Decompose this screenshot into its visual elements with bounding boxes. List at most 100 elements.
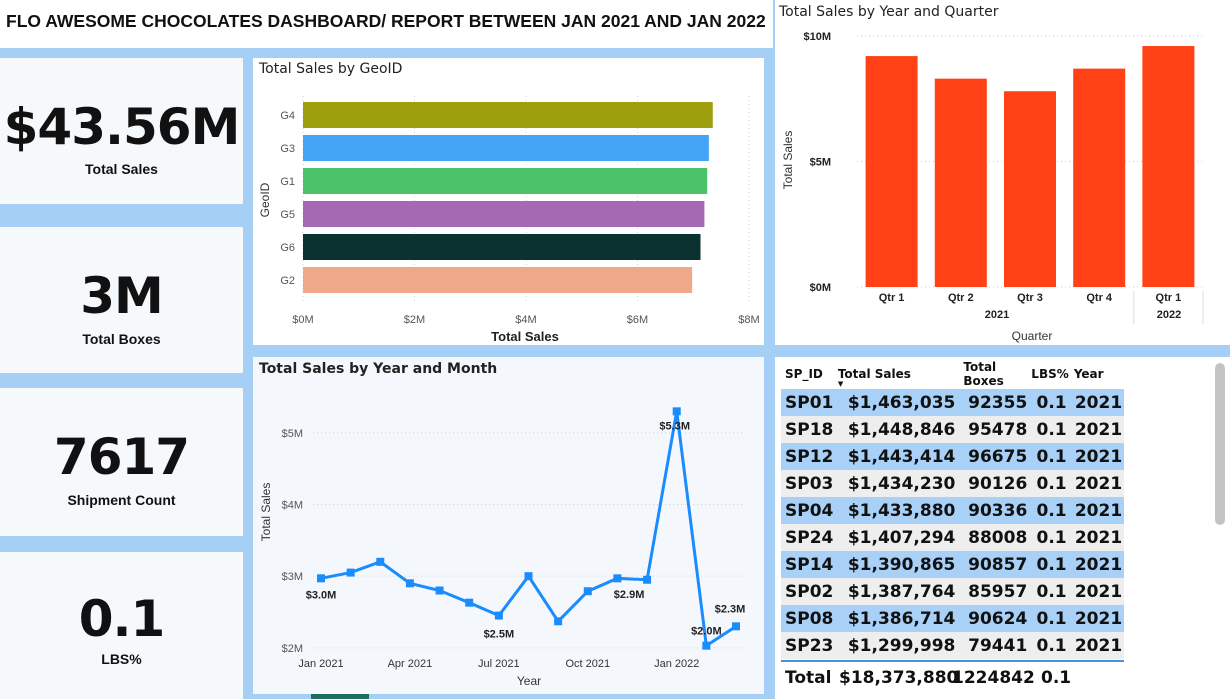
cell-total-boxes: 96675: [955, 443, 1032, 470]
table-row[interactable]: SP08 $1,386,714 90624 0.1 2021: [781, 605, 1124, 632]
quarter-y-tick: $10M: [803, 31, 831, 43]
table-row[interactable]: SP04 $1,433,880 90336 0.1 2021: [781, 497, 1124, 524]
quarter-y-tick: $0M: [810, 282, 831, 294]
cell-sp-id: SP03: [781, 470, 836, 497]
month-chart-panel[interactable]: Total Sales by Year and Month Total Sale…: [253, 357, 764, 694]
month-data-label: $2.5M: [484, 629, 515, 641]
geo-x-tick: $8M: [738, 314, 759, 326]
total-label: Total: [785, 668, 832, 688]
month-data-label: $2.3M: [715, 603, 746, 615]
month-data-point: [672, 407, 681, 416]
table-row[interactable]: SP14 $1,390,865 90857 0.1 2021: [781, 551, 1124, 578]
table-scrollbar[interactable]: [1215, 363, 1225, 525]
geo-category-label: G1: [280, 176, 295, 188]
column-header-year[interactable]: Year: [1073, 367, 1104, 381]
month-data-point: [613, 574, 622, 583]
geo-x-tick: $6M: [627, 314, 648, 326]
cell-total-boxes: 90126: [955, 470, 1032, 497]
table-row[interactable]: SP18 $1,448,846 95478 0.1 2021: [781, 416, 1124, 443]
quarter-category-label: Qtr 3: [1017, 292, 1043, 304]
geo-bar: [303, 102, 713, 128]
cell-total-sales: $1,443,414: [835, 443, 956, 470]
month-data-label: $2.9M: [614, 589, 645, 601]
geo-chart-panel[interactable]: Total Sales by GeoID GeoID Total Sales $…: [253, 58, 764, 345]
table-row[interactable]: SP23 $1,299,998 79441 0.1 2021: [781, 632, 1124, 659]
cell-lbs-percent: 0.1: [1031, 443, 1072, 470]
kpi-value-lbs-percent: 0.1: [78, 590, 166, 648]
month-data-point: [435, 586, 444, 595]
total-boxes-sum: 1224842: [952, 668, 1035, 688]
geo-y-axis-label: GeoID: [258, 182, 272, 217]
month-data-point: [405, 579, 414, 588]
month-data-point: [524, 572, 533, 581]
cell-total-sales: $1,434,230: [835, 470, 956, 497]
sp-table: SP_ID Total Sales ▼ Total Boxes LBS% Year…: [781, 359, 1124, 659]
month-data-point: [643, 575, 652, 584]
quarter-category-label: Qtr 1: [879, 292, 905, 304]
geo-x-tick: $4M: [515, 314, 536, 326]
month-data-point: [702, 641, 711, 650]
cell-sp-id: SP08: [781, 605, 836, 632]
column-header-total-boxes[interactable]: Total Boxes: [963, 360, 1004, 388]
geo-category-label: G5: [280, 209, 295, 221]
quarter-year-2022: 2022: [1157, 309, 1181, 321]
table-row[interactable]: SP01 $1,463,035 92355 0.1 2021: [781, 389, 1124, 416]
cell-total-sales: $1,463,035: [835, 389, 956, 416]
table-row[interactable]: SP12 $1,443,414 96675 0.1 2021: [781, 443, 1124, 470]
cell-total-boxes: 79441: [955, 632, 1032, 659]
month-x-tick: Oct 2021: [565, 658, 610, 670]
month-data-point: [465, 598, 474, 607]
geo-bar: [303, 135, 709, 161]
cell-total-sales: $1,448,846: [835, 416, 956, 443]
cell-lbs-percent: 0.1: [1031, 578, 1072, 605]
geo-category-label: G6: [280, 242, 295, 254]
kpi-label-lbs-percent: LBS%: [101, 651, 142, 667]
month-data-point: [317, 574, 325, 583]
cell-lbs-percent: 0.1: [1031, 470, 1072, 497]
month-sales-line: [320, 411, 737, 649]
table-row[interactable]: SP24 $1,407,294 88008 0.1 2021: [781, 524, 1124, 551]
geo-x-tick: $2M: [404, 314, 425, 326]
quarter-category-label: Qtr 1: [1156, 292, 1182, 304]
cell-year: 2021: [1071, 578, 1124, 605]
table-row[interactable]: SP02 $1,387,764 85957 0.1 2021: [781, 578, 1124, 605]
quarter-chart-panel[interactable]: Total Sales by Year and Quarter Total Sa…: [775, 0, 1230, 345]
geo-bar-chart: GeoID Total Sales $0M $2M $4M $6M $8M G4 G3 G1 G…: [258, 96, 760, 344]
month-data-point: [583, 587, 592, 596]
column-header-sp-id[interactable]: SP_ID: [785, 367, 823, 381]
page-tab-indicator[interactable]: [311, 694, 369, 699]
cell-total-sales: $1,433,880: [835, 497, 956, 524]
cell-year: 2021: [1071, 389, 1124, 416]
kpi-value-total-boxes: 3M: [80, 267, 164, 325]
cell-year: 2021: [1071, 551, 1124, 578]
cell-lbs-percent: 0.1: [1031, 632, 1072, 659]
cell-lbs-percent: 0.1: [1031, 416, 1072, 443]
geo-category-label: G2: [280, 275, 295, 287]
kpi-card-total-boxes: 3M Total Boxes: [0, 227, 243, 373]
month-data-label: $5.3M: [659, 420, 690, 432]
cell-sp-id: SP02: [781, 578, 836, 605]
column-header-lbs-percent[interactable]: LBS%: [1031, 367, 1069, 381]
cell-sp-id: SP01: [781, 389, 836, 416]
cell-year: 2021: [1071, 605, 1124, 632]
cell-sp-id: SP18: [781, 416, 836, 443]
cell-total-boxes: 90857: [955, 551, 1032, 578]
sort-descending-icon: ▼: [837, 380, 844, 388]
cell-year: 2021: [1071, 416, 1124, 443]
month-y-tick: $5M: [282, 428, 303, 440]
column-header-total-sales[interactable]: Total Sales ▼: [836, 359, 956, 389]
cell-total-boxes: 92355: [955, 389, 1032, 416]
sp-table-panel[interactable]: SP_ID Total Sales ▼ Total Boxes LBS% Year…: [775, 357, 1230, 699]
month-x-tick: Jul 2021: [478, 658, 520, 670]
month-chart-title: Total Sales by Year and Month: [259, 361, 498, 377]
table-row[interactable]: SP03 $1,434,230 90126 0.1 2021: [781, 470, 1124, 497]
geo-x-axis-label: Total Sales: [491, 329, 559, 344]
cell-total-boxes: 85957: [955, 578, 1032, 605]
geo-bar: [303, 201, 705, 227]
month-line-chart: Total Sales Year $5M $4M $3M $2M Jan 2021 Apr…: [259, 407, 746, 688]
cell-year: 2021: [1071, 524, 1124, 551]
total-sales-sum: $18,373,880: [839, 668, 959, 688]
kpi-card-shipment-count: 7617 Shipment Count: [0, 388, 243, 536]
quarter-bar: [865, 56, 918, 287]
cell-sp-id: SP04: [781, 497, 836, 524]
